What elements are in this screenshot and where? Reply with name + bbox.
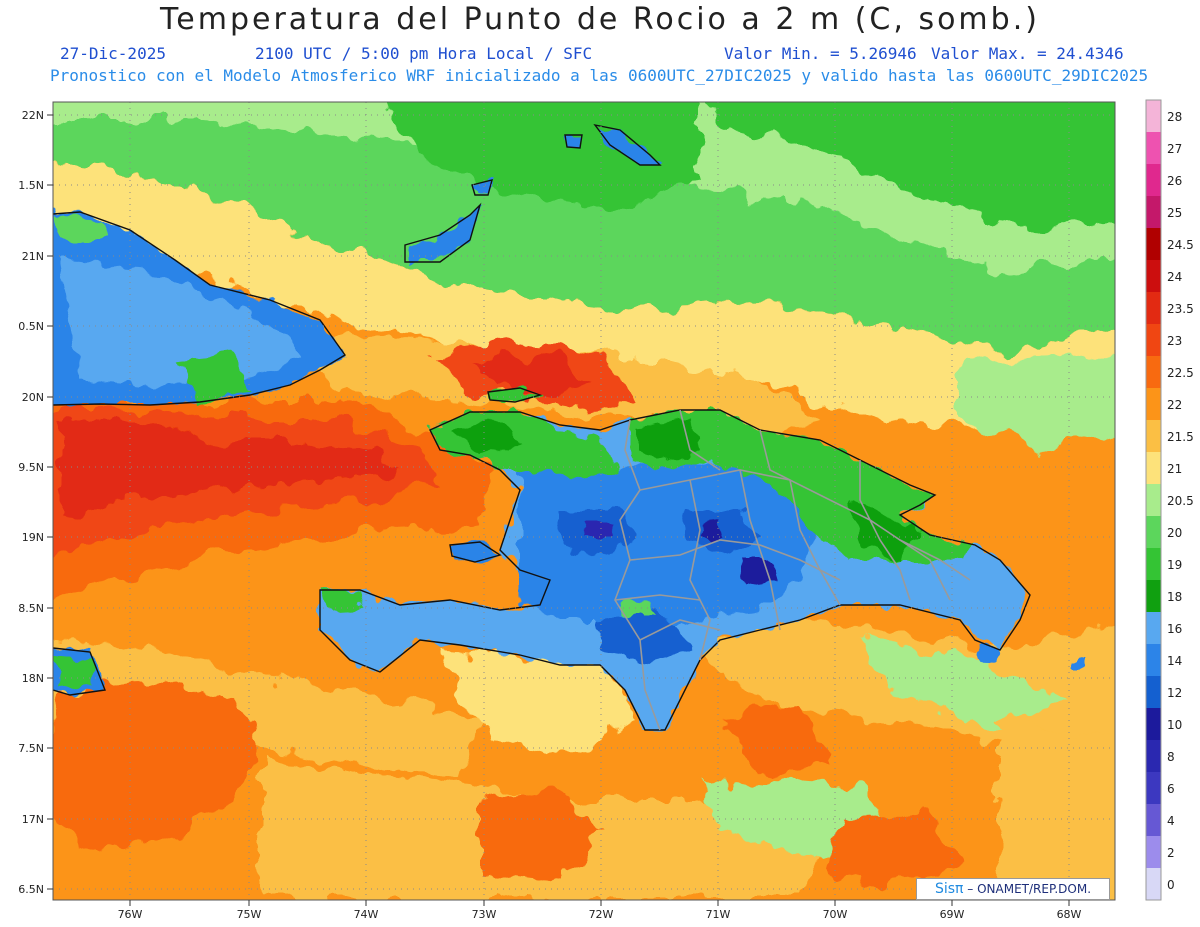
colorbar-label: 18 [1167, 590, 1182, 604]
colorbar-label: 21.5 [1167, 430, 1194, 444]
lat-label: 20N [22, 391, 44, 404]
colorbar-swatch [1146, 388, 1161, 420]
lat-label: 17N [22, 813, 44, 826]
colorbar-swatch [1146, 164, 1161, 196]
colorbar-label: 10 [1167, 718, 1182, 732]
colorbar-label: 12 [1167, 686, 1182, 700]
lon-label: 70W [823, 908, 848, 921]
lon-labels: 76W 75W 74W 73W 72W 71W 70W 69W 68W [118, 908, 1082, 921]
map-title: Temperatura del Punto de Rocio a 2 m (C,… [160, 2, 1040, 37]
min-value: Valor Min. = 5.26946 [724, 44, 917, 63]
colorbar-label: 24 [1167, 270, 1182, 284]
lon-label: 71W [706, 908, 731, 921]
colorbar-label: 16 [1167, 622, 1182, 636]
colorbar-swatch [1146, 292, 1161, 324]
lon-label: 69W [940, 908, 965, 921]
lon-label: 73W [472, 908, 497, 921]
lat-label: 21N [22, 250, 44, 263]
colorbar-swatch [1146, 644, 1161, 676]
max-value: Valor Max. = 24.4346 [931, 44, 1124, 63]
colorbar-swatch [1146, 708, 1161, 740]
colorbar-label: 23.5 [1167, 302, 1194, 316]
lon-label: 75W [237, 908, 262, 921]
lat-label: 1.5N [18, 179, 44, 192]
colorbar-swatch [1146, 356, 1161, 388]
colorbar-label: 23 [1167, 334, 1182, 348]
colorbar-label: 14 [1167, 654, 1182, 668]
colorbar-swatch [1146, 516, 1161, 548]
credit-box: Sisπ – ONAMET/REP.DOM. [916, 878, 1110, 900]
valid-time-line: 27-Dic-2025 2100 UTC / 5:00 pm Hora Loca… [0, 44, 1200, 64]
colorbar-swatch [1146, 740, 1161, 772]
colorbar-label: 28 [1167, 110, 1182, 124]
lat-label: 22N [22, 109, 44, 122]
colorbar-label: 8 [1167, 750, 1175, 764]
colorbar-label: 19 [1167, 558, 1182, 572]
colorbar-label: 25 [1167, 206, 1182, 220]
colorbar-swatch [1146, 228, 1161, 260]
colorbar-swatch [1146, 548, 1161, 580]
dewpoint-field [53, 102, 1115, 900]
colorbar-label: 20 [1167, 526, 1182, 540]
lat-label: 9.5N [18, 461, 44, 474]
graticule [53, 102, 1115, 900]
colorbar-swatch [1146, 868, 1161, 900]
colorbar-frame [1145, 99, 1162, 901]
colorbar-swatch [1146, 484, 1161, 516]
colorbar-label: 20.5 [1167, 494, 1194, 508]
model-info: Pronostico con el Modelo Atmosferico WRF… [50, 66, 1149, 85]
lat-label: 0.5N [18, 320, 44, 333]
colorbar-label: 2 [1167, 846, 1175, 860]
lat-labels: 22N 1.5N 21N 0.5N 20N 9.5N 19N 8.5N 18N … [18, 109, 44, 896]
colorbar-label: 26 [1167, 174, 1182, 188]
colorbar-swatch [1146, 196, 1161, 228]
lon-label: 74W [354, 908, 379, 921]
lon-label: 72W [589, 908, 614, 921]
lat-label: 7.5N [18, 742, 44, 755]
lon-label: 76W [118, 908, 143, 921]
colorbar-label: 0 [1167, 878, 1175, 892]
colorbar-label: 24.5 [1167, 238, 1194, 252]
colorbar-label: 4 [1167, 814, 1175, 828]
colorbar-swatch [1146, 580, 1161, 612]
colorbar-label: 6 [1167, 782, 1175, 796]
colorbar-swatch [1146, 804, 1161, 836]
coastlines [53, 123, 1031, 731]
colorbar-label: 27 [1167, 142, 1182, 156]
colorbar-swatch [1146, 420, 1161, 452]
colorbar-swatch [1146, 260, 1161, 292]
lat-label: 19N [22, 531, 44, 544]
colorbar-swatch [1146, 772, 1161, 804]
colorbar-swatch [1146, 676, 1161, 708]
lat-label: 6.5N [18, 883, 44, 896]
colorbar-swatch [1146, 612, 1161, 644]
lon-label: 68W [1057, 908, 1082, 921]
colorbar-label: 22.5 [1167, 366, 1194, 380]
colorbar: 2827262524.52423.52322.52221.52120.52019… [1145, 99, 1194, 901]
colorbar-swatch [1146, 836, 1161, 868]
colorbar-label: 21 [1167, 462, 1182, 476]
colorbar-swatch [1146, 452, 1161, 484]
forecast-time: 2100 UTC / 5:00 pm Hora Local / SFC [255, 44, 593, 63]
province-borders [614, 409, 971, 731]
colorbar-swatch [1146, 100, 1161, 132]
credit-text: – ONAMET/REP.DOM. [963, 882, 1092, 896]
colorbar-label: 22 [1167, 398, 1182, 412]
colorbar-swatch [1146, 324, 1161, 356]
colorbar-swatch [1146, 132, 1161, 164]
map-frame [52, 101, 1116, 901]
forecast-date: 27-Dic-2025 [60, 44, 166, 63]
lat-label: 18N [22, 672, 44, 685]
lat-label: 8.5N [18, 602, 44, 615]
sispi-logo: Sisπ [934, 881, 964, 897]
